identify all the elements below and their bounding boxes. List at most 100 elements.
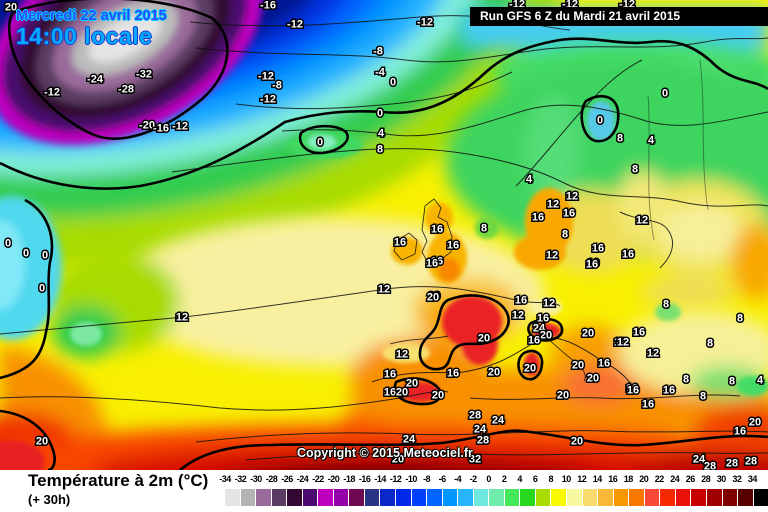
colorbar-tick: 16 xyxy=(608,474,618,484)
colorbar-cell xyxy=(489,489,505,506)
colorbar-tick: 34 xyxy=(747,474,758,484)
map-temp-label: 16 xyxy=(532,212,544,224)
colorbar-tick: -22 xyxy=(312,474,324,484)
map-temp-label: 8 xyxy=(562,229,568,241)
map-temp-label: 20 xyxy=(392,454,404,466)
colorbar-tick: -30 xyxy=(250,474,262,484)
colorbar-tick: -28 xyxy=(265,474,278,484)
map-temp-label: 12 xyxy=(512,310,524,322)
colorbar-tick: 22 xyxy=(654,474,665,484)
colorbar-cell xyxy=(504,489,521,506)
map-temp-label: 12 xyxy=(176,312,188,324)
map-temp-label: 8 xyxy=(377,144,383,156)
colorbar-cell xyxy=(613,489,630,506)
colorbar-cell xyxy=(567,489,583,506)
colorbar-tick: -34 xyxy=(219,474,231,484)
map-temp-label: 20 xyxy=(5,2,17,14)
map-temp-label: 12 xyxy=(378,284,390,296)
map-temp-label: 16 xyxy=(394,237,406,249)
model-run-bar: Run GFS 6 Z du Mardi 21 avril 2015 xyxy=(470,7,768,26)
map-temp-label: 16 xyxy=(626,383,638,395)
map-temp-label: 28 xyxy=(704,461,716,471)
map-temp-label: 4 xyxy=(648,135,655,147)
colorbar-tick: -24 xyxy=(296,474,309,484)
map-temp-label: 16 xyxy=(384,369,396,381)
map-temp-label: 0 xyxy=(23,248,29,260)
map-temp-label: -8 xyxy=(373,46,383,58)
map-temp-label: 20 xyxy=(571,436,583,448)
colorbar-cell xyxy=(364,489,381,506)
map-temp-label: 0 xyxy=(317,137,323,149)
colorbar-cell xyxy=(427,489,443,506)
map-temp-label: -12 xyxy=(172,121,188,133)
map-temp-label: 24 xyxy=(492,415,505,427)
map-temp-label: -12 xyxy=(417,17,433,29)
map-temp-label: -32 xyxy=(136,69,152,81)
colorbar-cell xyxy=(380,489,397,506)
map-temp-label: -20 xyxy=(139,120,155,132)
map-temp-label: 16 xyxy=(627,385,639,397)
map-temp-label: 0 xyxy=(5,238,11,250)
colorbar-cell xyxy=(722,489,739,506)
map-temp-label: 4 xyxy=(378,128,385,140)
map-temp-label: 24 xyxy=(474,424,487,436)
colorbar-cell xyxy=(271,489,288,506)
legend-footer: Température à 2m (°C) (+ 30h) -34 -32 -30-… xyxy=(0,470,768,512)
map-temp-label: 20 xyxy=(432,390,444,402)
map-temp-label: 8 xyxy=(700,391,706,403)
colorbar-cell xyxy=(551,489,568,506)
map-temp-label: 0 xyxy=(39,283,45,295)
map-temp-label: 16 xyxy=(598,358,610,370)
colorbar-tick: 12 xyxy=(577,474,587,484)
map-temp-label: 12 xyxy=(566,191,578,203)
map-temp-label: 16 xyxy=(587,258,599,270)
colorbar-tick: -10 xyxy=(405,474,417,484)
colorbar-tick: -2 xyxy=(469,474,478,484)
map-temp-label: 24 xyxy=(533,323,546,335)
colorbar-cell xyxy=(333,489,350,506)
map-temp-label: 20 xyxy=(572,360,584,372)
map-temp-label: 16 xyxy=(528,335,540,347)
map-temp-label: 16 xyxy=(622,249,634,261)
map-temp-label: -28 xyxy=(118,84,134,96)
colorbar-tick: -32 xyxy=(234,474,247,484)
map-temp-label: 20 xyxy=(749,417,761,429)
map-temp-label: -4 xyxy=(375,67,386,79)
colorbar-cell xyxy=(535,489,552,506)
map-temp-label: 28 xyxy=(726,458,738,470)
map-temp-label: 0 xyxy=(390,77,396,89)
colorbar-cell xyxy=(442,489,459,506)
thick-contour-lines xyxy=(0,0,768,470)
map-temp-label: 12 xyxy=(543,298,555,310)
colorbar-tick: 10 xyxy=(561,474,572,484)
map-temp-label: 12 xyxy=(647,348,659,360)
map-temp-label: 16 xyxy=(515,295,527,307)
colorbar-cell xyxy=(411,489,428,506)
map-temp-label: 16 xyxy=(734,426,746,438)
colorbar-tick: -14 xyxy=(374,474,386,484)
map-temp-label: 16 xyxy=(447,240,459,252)
map-temp-label: 8 xyxy=(663,299,669,311)
map-temp-label: 12 xyxy=(546,250,558,262)
map-temp-label: 24 xyxy=(693,454,706,466)
map-temp-label: 4 xyxy=(757,375,764,387)
map-temp-label: 0 xyxy=(42,250,48,262)
map-temp-label: 20 xyxy=(557,390,569,402)
legend-title: Température à 2m (°C) xyxy=(28,471,209,490)
colorbar-tick: -20 xyxy=(327,474,340,484)
map-temp-label: 8 xyxy=(481,223,487,235)
map-temp-label: -12 xyxy=(287,19,303,31)
colorbar-cell xyxy=(629,489,645,506)
map-temp-label: 8 xyxy=(707,338,713,350)
map-temp-label: 16 xyxy=(663,385,675,397)
map-temp-label: 0 xyxy=(662,88,668,100)
colorbar-cell xyxy=(458,489,474,506)
map-temp-label: 16 xyxy=(633,327,645,339)
colorbar-tick: 28 xyxy=(701,474,711,484)
map-temp-label: -16 xyxy=(260,0,276,12)
colorbar-cell xyxy=(660,489,676,506)
map-temp-label: 8 xyxy=(632,164,638,176)
colorbar-tick: 30 xyxy=(716,474,727,484)
temperature-field: 20-12-24 -32-28-20-16 -12-16-12 -12-12-8-12… xyxy=(0,0,768,470)
map-temp-label: 20 xyxy=(587,373,599,385)
